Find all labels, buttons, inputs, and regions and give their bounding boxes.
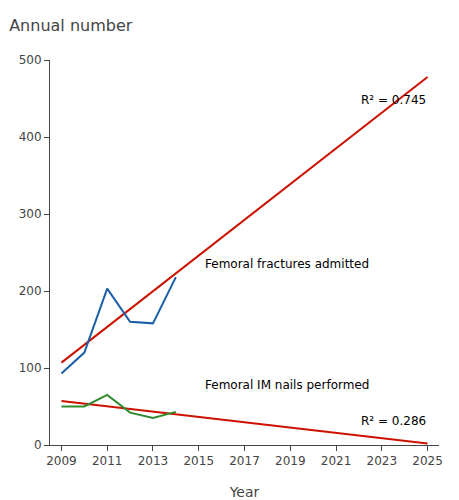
- svg-text:500: 500: [19, 53, 42, 67]
- svg-text:300: 300: [19, 207, 42, 221]
- svg-text:R² = 0.286: R² = 0.286: [361, 414, 426, 428]
- svg-text:400: 400: [19, 130, 42, 144]
- svg-text:2023: 2023: [367, 454, 398, 468]
- svg-text:2015: 2015: [183, 454, 214, 468]
- svg-text:2011: 2011: [92, 454, 123, 468]
- svg-text:2017: 2017: [229, 454, 260, 468]
- svg-text:2021: 2021: [321, 454, 352, 468]
- svg-text:0: 0: [34, 438, 42, 452]
- svg-text:2019: 2019: [275, 454, 306, 468]
- svg-text:Year: Year: [229, 484, 260, 500]
- svg-text:Femoral IM nails performed: Femoral IM nails performed: [205, 378, 369, 392]
- svg-text:200: 200: [19, 284, 42, 298]
- svg-text:2025: 2025: [412, 454, 443, 468]
- svg-text:Femoral fractures admitted: Femoral fractures admitted: [205, 257, 369, 271]
- svg-text:Annual number: Annual number: [9, 16, 133, 35]
- svg-text:2013: 2013: [138, 454, 169, 468]
- svg-text:2009: 2009: [46, 454, 77, 468]
- svg-text:100: 100: [19, 361, 42, 375]
- svg-text:R² = 0.745: R² = 0.745: [361, 93, 426, 107]
